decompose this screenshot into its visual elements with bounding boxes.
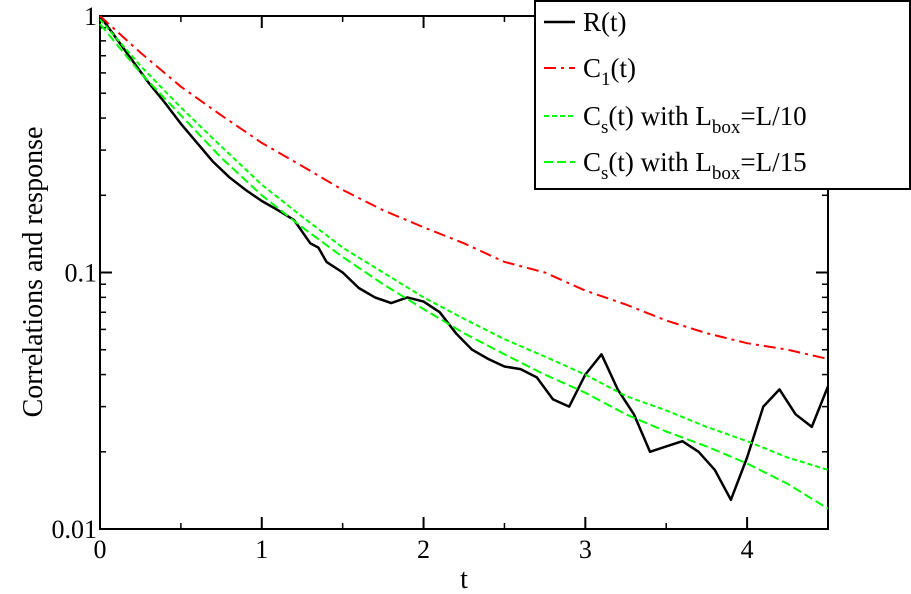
legend-text-part: (t) with L: [608, 101, 711, 131]
series-line-C1: [99, 15, 829, 360]
legend-text-part: =L/15: [740, 147, 806, 177]
legend-label-C1: C1(t): [583, 53, 636, 90]
x-axis-title: t: [460, 564, 468, 594]
x-tick-label: 3: [579, 535, 592, 564]
series-line-R: [98, 15, 830, 502]
legend-label-Cs10: Cs(t) with Lbox=L/10: [583, 101, 807, 138]
legend-text-part: s: [601, 163, 608, 184]
x-tick-label: 4: [741, 535, 754, 564]
y-tick-label: 0.01: [52, 515, 98, 544]
legend-text-part: C: [583, 101, 601, 131]
legend-text-part: box: [712, 163, 741, 184]
x-tick-label: 1: [255, 535, 268, 564]
legend-text-part: =L/10: [740, 101, 806, 131]
legend-text-part: (t) with L: [608, 147, 711, 177]
legend-text-part: 1: [601, 69, 611, 90]
series-line-Cs10: [99, 18, 829, 471]
legend-text-part: box: [712, 117, 741, 138]
series-line-Cs15: [99, 23, 829, 510]
x-tick-label: 2: [417, 535, 430, 564]
legend-text-part: C: [583, 147, 601, 177]
series-layer: [98, 15, 830, 510]
legend-label-Cs15: Cs(t) with Lbox=L/15: [583, 147, 807, 184]
y-tick-label: 1: [84, 2, 97, 31]
legend-text-part: s: [601, 117, 608, 138]
x-tick-label: 0: [94, 535, 107, 564]
legend-box: [534, 0, 911, 190]
legend-text-part: (t): [611, 53, 636, 83]
legend-text-part: R(t): [583, 7, 627, 37]
axis-tick-labels: 0 1 2 3 4 0.01 0.1 1: [52, 2, 754, 564]
y-tick-label: 0.1: [65, 259, 98, 288]
legend-label-R: R(t): [583, 7, 627, 37]
legend-text-part: C: [583, 53, 601, 83]
y-axis-title: Correlations and response: [18, 127, 49, 418]
